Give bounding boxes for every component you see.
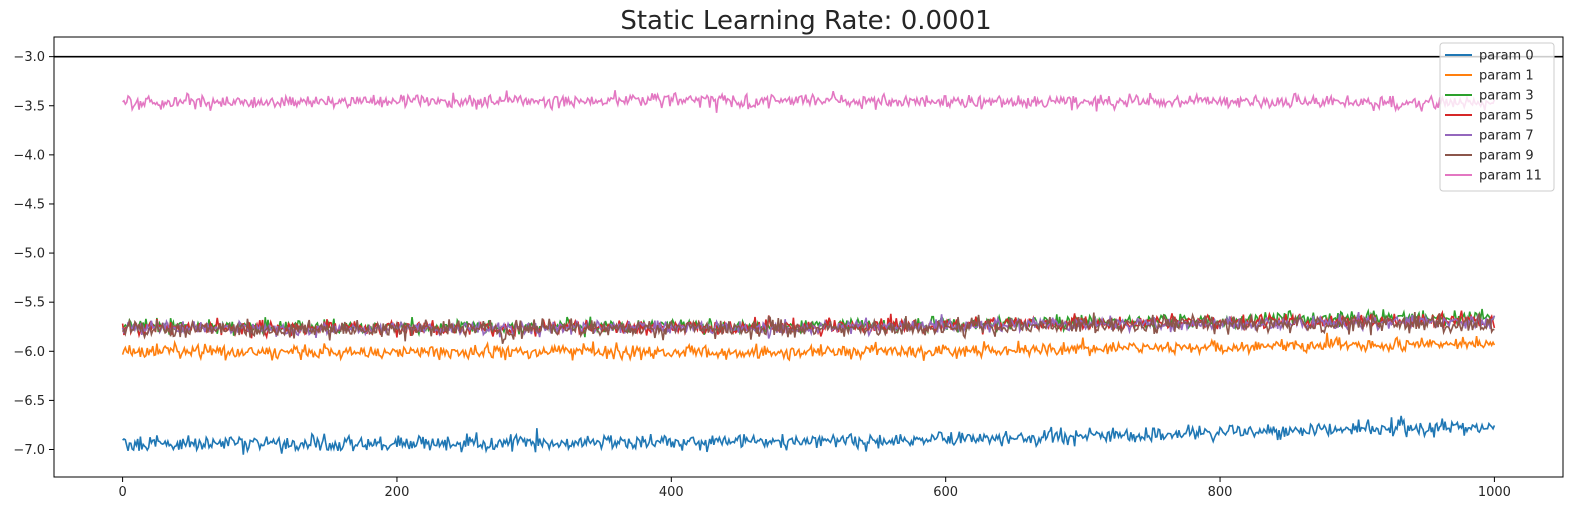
chart-title: Static Learning Rate: 0.0001 <box>620 6 991 36</box>
legend-label: param 11 <box>1479 169 1542 184</box>
x-tick-label: 0 <box>118 485 126 500</box>
series-line-param-7 <box>121 311 1496 339</box>
legend-label: param 1 <box>1479 69 1534 84</box>
x-tick-label: 200 <box>385 485 410 500</box>
legend-label: param 3 <box>1479 89 1534 104</box>
axes-layer: 0 200 400 600 800 1000 −3.0 −3.5 −4.0 −4.5 −5.0 −5.… <box>13 36 1564 500</box>
y-tick-label: −4.0 <box>13 148 45 163</box>
y-tick-label: −5.0 <box>13 247 45 262</box>
legend: param 0 param 1 param 3 param 5 param 7 param… <box>1439 42 1555 192</box>
legend-label: param 5 <box>1479 109 1534 124</box>
series-line-param-9 <box>121 311 1495 345</box>
series-line-param-1 <box>121 332 1496 362</box>
plot-frame <box>53 36 1564 478</box>
x-tick-label: 800 <box>1208 485 1233 500</box>
legend-label: param 0 <box>1479 49 1534 64</box>
y-tick-label: −3.0 <box>13 50 45 65</box>
y-tick-label: −4.5 <box>13 197 45 212</box>
y-tick-label: −6.0 <box>13 345 45 360</box>
legend-label: param 7 <box>1479 129 1534 144</box>
series-line-param-11 <box>122 90 1496 113</box>
y-tick-label: −7.0 <box>13 443 45 458</box>
x-tick-label: 1000 <box>1478 485 1511 500</box>
series-layer <box>121 90 1496 455</box>
y-tick-label: −3.5 <box>13 99 45 114</box>
series-line-param-0 <box>122 415 1496 455</box>
y-tick-label: −5.5 <box>13 296 45 311</box>
x-tick-label: 400 <box>659 485 684 500</box>
y-tick-label: −6.5 <box>13 394 45 409</box>
legend-label: param 9 <box>1479 149 1534 164</box>
x-tick-label: 600 <box>933 485 958 500</box>
